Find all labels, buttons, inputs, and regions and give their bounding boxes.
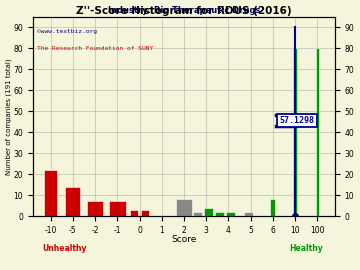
Bar xyxy=(315,48,319,216)
Bar xyxy=(215,212,224,216)
Text: Healthy: Healthy xyxy=(289,244,323,252)
Bar xyxy=(45,170,57,216)
Text: The Research Foundation of SUNY: The Research Foundation of SUNY xyxy=(37,46,154,51)
Bar xyxy=(176,199,192,216)
Bar xyxy=(141,210,149,216)
Text: 57.1298: 57.1298 xyxy=(279,116,314,125)
X-axis label: Score: Score xyxy=(171,235,197,244)
Text: ©www.textbiz.org: ©www.textbiz.org xyxy=(37,29,97,35)
Bar xyxy=(204,208,213,216)
Bar xyxy=(66,187,80,216)
Bar xyxy=(244,212,253,216)
Bar xyxy=(270,199,275,216)
Bar xyxy=(293,174,297,216)
Bar xyxy=(193,212,202,216)
Bar xyxy=(109,201,126,216)
Bar xyxy=(293,48,297,216)
Bar xyxy=(130,210,138,216)
Text: Unhealthy: Unhealthy xyxy=(42,244,86,252)
Title: Z''-Score Histogram for RDUS (2016): Z''-Score Histogram for RDUS (2016) xyxy=(76,6,292,16)
Bar xyxy=(226,212,235,216)
Text: Industry: Bio Therapeutic Drugs: Industry: Bio Therapeutic Drugs xyxy=(108,6,260,15)
Y-axis label: Number of companies (191 total): Number of companies (191 total) xyxy=(5,58,12,175)
Bar xyxy=(87,201,103,216)
